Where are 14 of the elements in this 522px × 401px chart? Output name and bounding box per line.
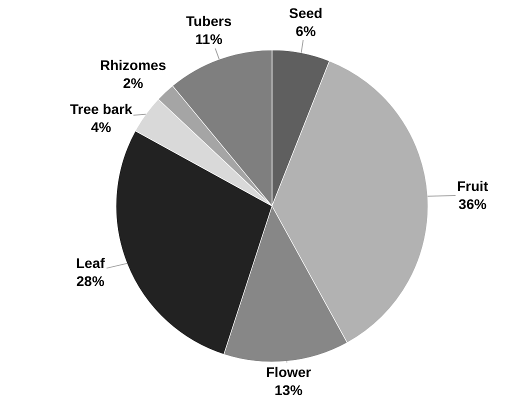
- slice-label: Rhizomes: [100, 57, 166, 73]
- slice-label: Fruit: [457, 178, 488, 194]
- data-label: 4%: [91, 119, 112, 136]
- slice-label: Leaf: [76, 255, 106, 271]
- slice-label: Seed: [289, 5, 322, 21]
- slice-label: Tree bark: [70, 101, 132, 117]
- data-label: 2%: [122, 75, 144, 92]
- data-label: 13%: [274, 382, 304, 398]
- data-label: 11%: [195, 31, 223, 48]
- data-label: 36%: [458, 196, 488, 212]
- data-label: 6%: [296, 23, 316, 40]
- data-label: 28%: [76, 273, 105, 290]
- slice-label: Tubers: [186, 13, 232, 29]
- slice-label: Flower: [266, 364, 312, 380]
